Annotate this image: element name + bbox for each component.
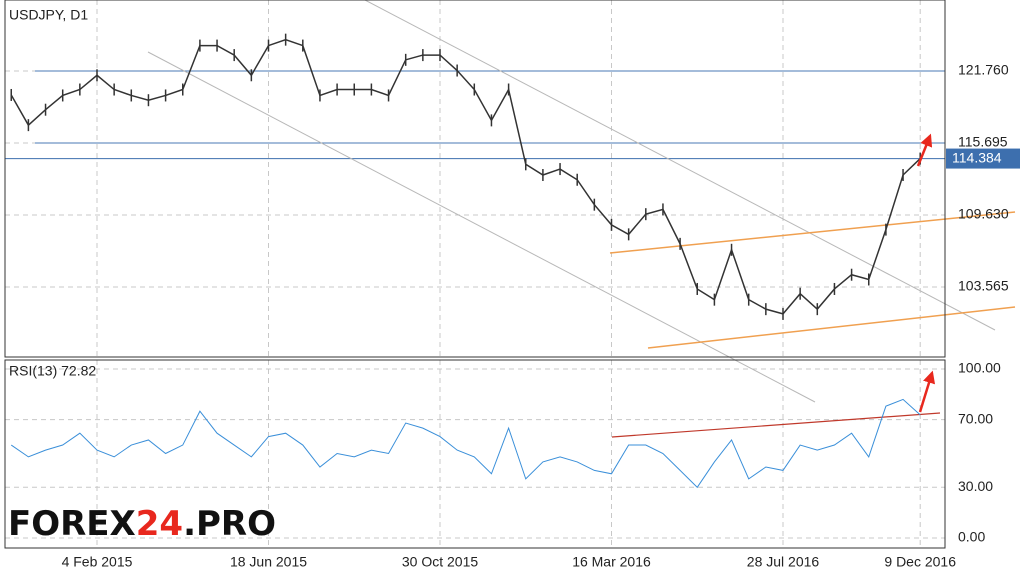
y-tick-label: 30.00 <box>958 478 993 494</box>
y-tick-label: 115.695 <box>958 134 1008 150</box>
watermark-part: .PRO <box>183 504 276 544</box>
last-price-box <box>946 148 1020 169</box>
price-pane <box>4 0 946 358</box>
last-price-label: 114.384 <box>952 149 1002 165</box>
y-tick-label: 121.760 <box>958 62 1009 78</box>
watermark: FOREX24.PRO <box>8 504 276 544</box>
arrow <box>916 133 933 167</box>
y-tick-label: 109.630 <box>958 206 1009 222</box>
indicator-title: RSI(13) 72.82 <box>9 363 96 379</box>
y-tick-label: 103.565 <box>958 278 1009 294</box>
y-tick-label: 70.00 <box>958 410 993 426</box>
support-line <box>647 306 1016 349</box>
marks-layer <box>10 33 921 489</box>
arrow <box>918 370 936 413</box>
series-line <box>10 38 921 315</box>
watermark-part: FOREX <box>8 504 136 544</box>
support-line <box>609 211 1016 254</box>
y-tick-label: 100.00 <box>958 360 1001 376</box>
x-tick-label: 16 Mar 2016 <box>572 554 651 570</box>
x-tick-label: 9 Dec 2016 <box>884 554 956 570</box>
channel-line <box>364 0 996 331</box>
rsi-pane <box>4 359 946 549</box>
y-tick-label: 0.00 <box>958 529 985 545</box>
x-tick-label: 18 Jun 2015 <box>230 554 307 570</box>
grid-layer <box>5 0 945 548</box>
channel-line <box>147 51 816 403</box>
rsi-trendline <box>611 412 941 438</box>
chart-title: USDJPY, D1 <box>9 7 88 23</box>
x-tick-label: 4 Feb 2015 <box>62 554 133 570</box>
x-tick-label: 30 Oct 2015 <box>402 554 478 570</box>
watermark-part: 24 <box>136 504 183 544</box>
x-tick-label: 28 Jul 2016 <box>747 554 820 570</box>
series-line <box>10 398 921 489</box>
